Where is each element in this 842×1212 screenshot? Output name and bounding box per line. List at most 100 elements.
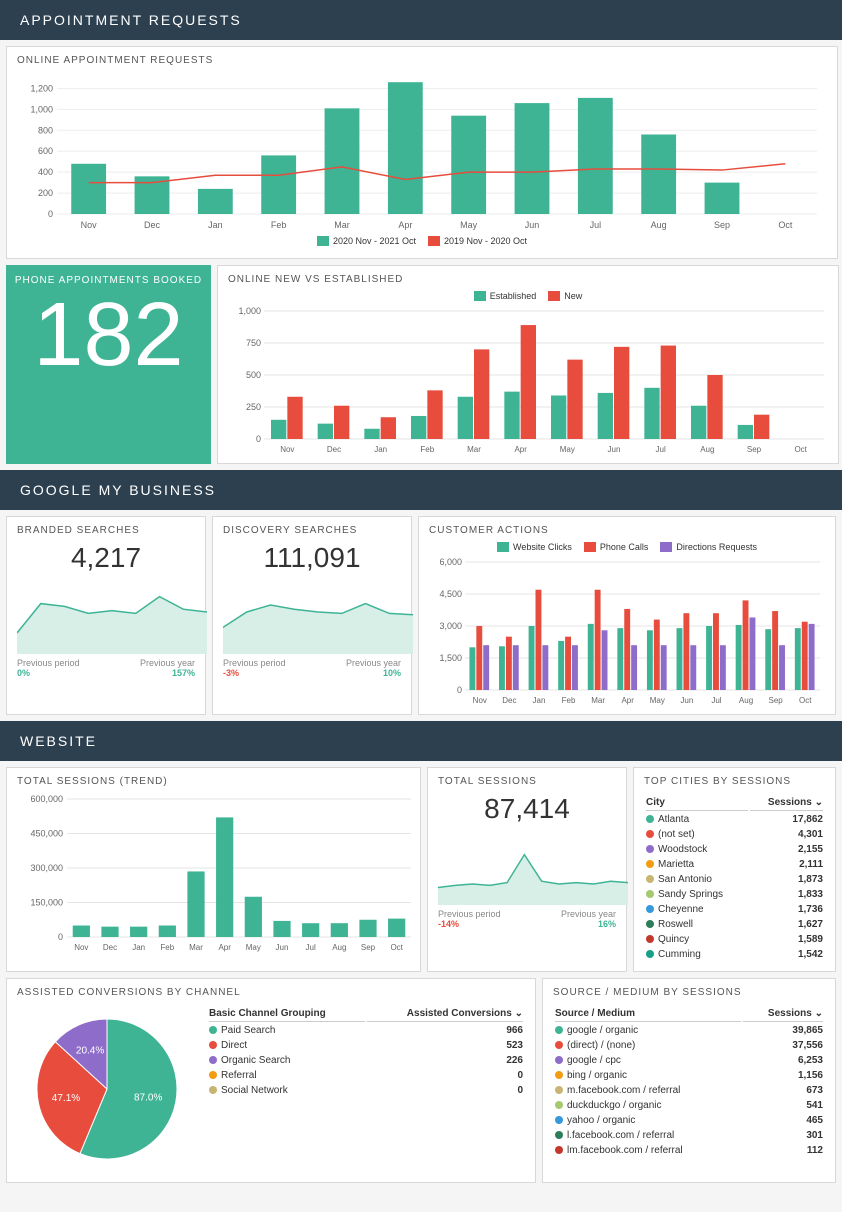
- svg-text:Aug: Aug: [739, 696, 753, 705]
- svg-text:200: 200: [38, 188, 53, 198]
- svg-text:Nov: Nov: [280, 445, 294, 454]
- svg-text:47.1%: 47.1%: [52, 1093, 80, 1104]
- svg-text:Mar: Mar: [467, 445, 481, 454]
- panel-new-vs-est: ONLINE NEW VS ESTABLISHED Established Ne…: [217, 265, 839, 464]
- sessions-total-title: TOTAL SESSIONS: [438, 776, 616, 787]
- table-row[interactable]: Sandy Springs1,833: [646, 888, 823, 901]
- online-requests-chart: 02004006008001,0001,200NovDecJanFebMarAp…: [17, 72, 827, 232]
- svg-text:Sep: Sep: [361, 943, 376, 952]
- discovery-py-label: Previous year: [346, 658, 401, 668]
- svg-text:Jun: Jun: [608, 445, 621, 454]
- table-row[interactable]: Woodstock2,155: [646, 843, 823, 856]
- svg-text:800: 800: [38, 125, 53, 135]
- svg-text:Apr: Apr: [218, 943, 231, 952]
- svg-text:Nov: Nov: [473, 696, 487, 705]
- svg-text:Mar: Mar: [189, 943, 203, 952]
- svg-text:Jan: Jan: [208, 220, 223, 230]
- legend-est: Established: [490, 291, 537, 301]
- sessions-py-val: 16%: [561, 919, 616, 929]
- table-row[interactable]: m.facebook.com / referral673: [555, 1084, 823, 1097]
- table-row[interactable]: Paid Search966: [209, 1024, 523, 1037]
- table-row[interactable]: yahoo / organic465: [555, 1114, 823, 1127]
- table-row[interactable]: google / organic39,865: [555, 1024, 823, 1037]
- table-row[interactable]: (direct) / (none)37,556: [555, 1039, 823, 1052]
- svg-text:300,000: 300,000: [30, 863, 63, 873]
- svg-text:87.0%: 87.0%: [134, 1092, 162, 1103]
- svg-text:1,200: 1,200: [30, 83, 53, 93]
- svg-text:Sep: Sep: [714, 220, 730, 230]
- svg-text:Sep: Sep: [769, 696, 784, 705]
- online-requests-title: ONLINE APPOINTMENT REQUESTS: [17, 55, 827, 66]
- svg-text:Nov: Nov: [74, 943, 88, 952]
- svg-text:Jun: Jun: [276, 943, 289, 952]
- svg-text:0: 0: [457, 685, 462, 695]
- table-row[interactable]: San Antonio1,873: [646, 873, 823, 886]
- svg-text:750: 750: [246, 338, 261, 348]
- svg-text:Jan: Jan: [533, 696, 546, 705]
- discovery-spark: [223, 584, 413, 654]
- table-row[interactable]: l.facebook.com / referral301: [555, 1129, 823, 1142]
- svg-text:May: May: [650, 696, 665, 705]
- svg-text:Aug: Aug: [651, 220, 667, 230]
- table-row[interactable]: Cheyenne1,736: [646, 903, 823, 916]
- svg-text:1,500: 1,500: [439, 653, 462, 663]
- discovery-py-val: 10%: [346, 668, 401, 678]
- svg-text:500: 500: [246, 370, 261, 380]
- table-row[interactable]: Referral0: [209, 1069, 523, 1082]
- svg-text:Feb: Feb: [271, 220, 287, 230]
- table-row[interactable]: duckduckgo / organic541: [555, 1099, 823, 1112]
- discovery-title: DISCOVERY SEARCHES: [223, 525, 401, 536]
- legend-bar-label: 2020 Nov - 2021 Oct: [333, 236, 416, 246]
- branded-py-val: 157%: [140, 668, 195, 678]
- table-row[interactable]: Roswell1,627: [646, 918, 823, 931]
- table-row[interactable]: (not set)4,301: [646, 828, 823, 841]
- svg-text:0: 0: [256, 434, 261, 444]
- svg-text:250: 250: [246, 402, 261, 412]
- svg-text:May: May: [460, 220, 478, 230]
- table-row[interactable]: Cumming1,542: [646, 948, 823, 961]
- sessions-total-value: 87,414: [438, 793, 616, 825]
- assisted-table: Basic Channel GroupingAssisted Conversio…: [207, 1004, 525, 1099]
- svg-text:Oct: Oct: [778, 220, 793, 230]
- top-cities-title: TOP CITIES BY SESSIONS: [644, 776, 825, 787]
- table-row[interactable]: Direct523: [209, 1039, 523, 1052]
- svg-text:Mar: Mar: [591, 696, 605, 705]
- svg-text:Mar: Mar: [334, 220, 350, 230]
- table-row[interactable]: Quincy1,589: [646, 933, 823, 946]
- panel-source-medium: SOURCE / MEDIUM BY SESSIONS Source / Med…: [542, 978, 836, 1183]
- svg-text:1,000: 1,000: [238, 306, 261, 316]
- discovery-pp-val: -3%: [223, 668, 286, 678]
- sessions-pp-val: -14%: [438, 919, 501, 929]
- svg-text:May: May: [246, 943, 261, 952]
- panel-branded: BRANDED SEARCHES 4,217 Previous period0%…: [6, 516, 206, 715]
- branded-title: BRANDED SEARCHES: [17, 525, 195, 536]
- table-row[interactable]: Social Network0: [209, 1084, 523, 1097]
- assisted-col2[interactable]: Assisted Conversions: [367, 1006, 523, 1022]
- sessions-trend-chart: 0150,000300,000450,000600,000NovDecJanFe…: [17, 793, 417, 953]
- new-vs-est-title: ONLINE NEW VS ESTABLISHED: [228, 274, 828, 285]
- svg-text:Dec: Dec: [103, 943, 117, 952]
- section-gmb: GOOGLE MY BUSINESS: [0, 470, 842, 510]
- svg-text:0: 0: [58, 932, 63, 942]
- svg-text:Oct: Oct: [794, 445, 807, 454]
- source-col2[interactable]: Sessions: [743, 1006, 823, 1022]
- section-website: WEBSITE: [0, 721, 842, 761]
- legend-line-label: 2019 Nov - 2020 Oct: [444, 236, 527, 246]
- top-cities-col2[interactable]: Sessions: [750, 795, 823, 811]
- table-row[interactable]: Organic Search226: [209, 1054, 523, 1067]
- table-row[interactable]: Atlanta17,862: [646, 813, 823, 826]
- table-row[interactable]: lm.facebook.com / referral112: [555, 1144, 823, 1157]
- branded-value: 4,217: [17, 542, 195, 574]
- svg-text:Apr: Apr: [514, 445, 527, 454]
- assisted-col1[interactable]: Basic Channel Grouping: [209, 1006, 365, 1022]
- svg-text:Feb: Feb: [420, 445, 434, 454]
- svg-text:Jul: Jul: [656, 445, 666, 454]
- svg-text:Apr: Apr: [398, 220, 412, 230]
- source-col1[interactable]: Source / Medium: [555, 1006, 741, 1022]
- svg-text:1,000: 1,000: [30, 104, 53, 114]
- table-row[interactable]: bing / organic1,156: [555, 1069, 823, 1082]
- online-requests-legend: 2020 Nov - 2021 Oct 2019 Nov - 2020 Oct: [17, 236, 827, 246]
- top-cities-col1[interactable]: City: [646, 795, 748, 811]
- table-row[interactable]: google / cpc6,253: [555, 1054, 823, 1067]
- table-row[interactable]: Marietta2,111: [646, 858, 823, 871]
